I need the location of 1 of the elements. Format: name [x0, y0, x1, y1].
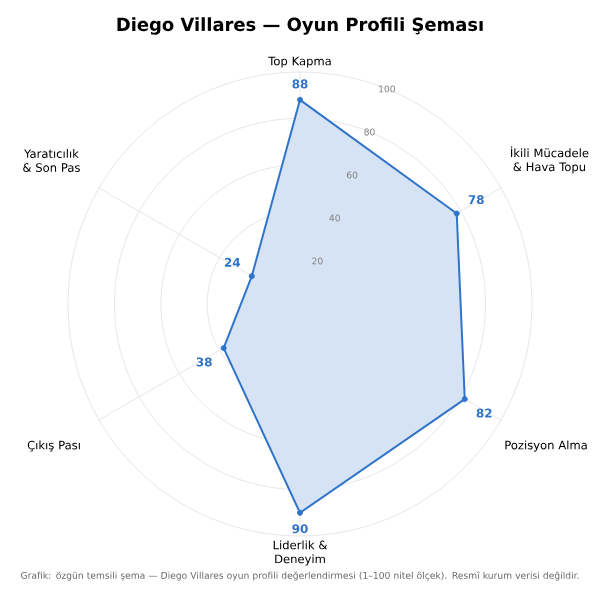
chart-title: Diego Villares — Oyun Profili Şeması: [117, 17, 483, 35]
